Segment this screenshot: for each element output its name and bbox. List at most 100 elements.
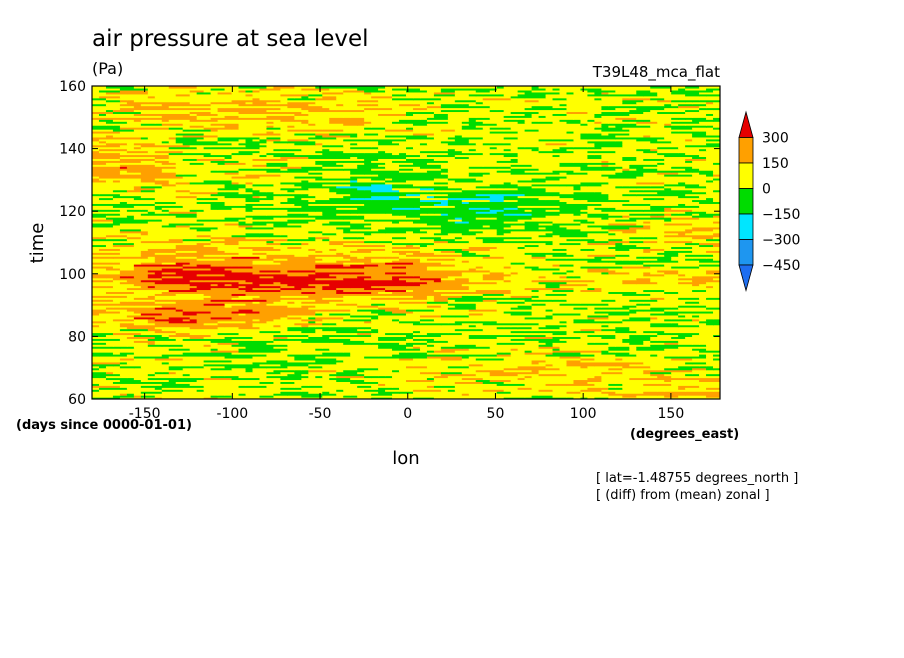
field-cell <box>196 197 219 201</box>
field-cell <box>189 181 212 185</box>
field-cell <box>399 220 414 224</box>
field-cell <box>440 183 456 187</box>
field-cell <box>664 254 672 257</box>
field-cell <box>259 219 268 222</box>
field-cell <box>468 355 477 359</box>
field-cell <box>287 164 295 167</box>
field-cell <box>573 170 602 173</box>
field-cell <box>419 320 449 324</box>
field-cell <box>189 197 198 201</box>
field-cell <box>517 363 547 367</box>
field-cell <box>496 391 512 394</box>
field-cell <box>566 324 595 328</box>
field-cell <box>210 267 226 271</box>
field-cell <box>308 158 337 161</box>
field-cell <box>371 295 386 298</box>
field-cell <box>468 387 498 390</box>
field-cell <box>203 293 233 296</box>
field-cell <box>92 228 114 232</box>
field-cell <box>573 381 589 384</box>
field-cell <box>112 207 121 210</box>
field-cell <box>280 365 288 369</box>
field-cell <box>699 287 720 291</box>
field-cell <box>489 350 505 353</box>
field-cell <box>657 365 679 369</box>
field-cell <box>559 242 582 246</box>
field-cell <box>287 336 309 339</box>
field-cell <box>587 162 616 165</box>
field-cell <box>433 367 456 371</box>
field-cell <box>650 387 679 390</box>
field-cell <box>671 224 679 228</box>
field-cell <box>426 222 442 226</box>
field-cell <box>350 183 372 187</box>
field-cell <box>154 314 184 318</box>
field-cell <box>433 307 449 310</box>
field-cell <box>140 385 163 388</box>
field-cell <box>475 346 491 349</box>
field-cell <box>678 262 700 265</box>
field-cell <box>252 397 275 399</box>
field-cell <box>517 277 533 281</box>
field-cell <box>385 363 414 367</box>
field-cell <box>371 297 379 300</box>
field-cell <box>489 215 505 218</box>
field-cell <box>259 175 268 179</box>
field-cell <box>287 357 295 361</box>
field-cell <box>329 301 351 304</box>
field-cell <box>238 222 261 226</box>
field-cell <box>406 158 435 161</box>
field-cell <box>440 168 449 171</box>
field-cell <box>329 385 358 388</box>
field-cell <box>259 134 288 138</box>
field-cell <box>133 352 163 355</box>
field-cell <box>517 175 526 179</box>
field-cell <box>678 142 707 146</box>
field-cell <box>175 244 205 248</box>
field-cell <box>510 307 533 310</box>
field-cell <box>364 375 372 379</box>
field-cell <box>336 275 358 279</box>
field-cell <box>580 195 609 199</box>
field-cell <box>706 355 714 359</box>
field-cell <box>587 219 616 222</box>
field-cell <box>175 246 184 249</box>
field-cell <box>175 248 184 251</box>
field-cell <box>112 367 135 371</box>
field-cell <box>426 305 442 308</box>
field-cell <box>105 170 114 173</box>
field-cell <box>699 334 714 337</box>
field-cell <box>259 379 281 382</box>
field-cell <box>161 140 170 144</box>
field-cell <box>168 209 191 212</box>
field-cell <box>713 228 720 232</box>
field-cell <box>322 164 344 167</box>
field-cell <box>287 162 316 165</box>
field-cell <box>273 301 281 304</box>
field-cell <box>399 293 414 296</box>
field-cell <box>287 262 316 265</box>
field-cell <box>308 363 323 367</box>
field-cell <box>392 187 421 191</box>
field-cell <box>231 150 240 154</box>
field-cell <box>664 373 672 377</box>
field-cell <box>706 146 720 150</box>
field-cell <box>329 348 351 351</box>
field-cell <box>182 350 212 353</box>
field-cell <box>531 140 561 144</box>
field-cell <box>643 287 672 291</box>
field-cell <box>92 191 100 195</box>
field-cell <box>545 320 554 324</box>
field-cell <box>426 170 449 173</box>
field-cell <box>364 244 386 248</box>
field-cell <box>692 246 720 249</box>
field-cell <box>182 130 198 134</box>
field-cell <box>503 267 533 271</box>
field-cell <box>259 160 288 163</box>
field-cell <box>531 269 561 273</box>
field-cell <box>168 158 177 161</box>
field-cell <box>140 164 156 167</box>
field-cell <box>419 207 442 210</box>
field-cell <box>245 197 275 201</box>
field-cell <box>573 287 589 291</box>
